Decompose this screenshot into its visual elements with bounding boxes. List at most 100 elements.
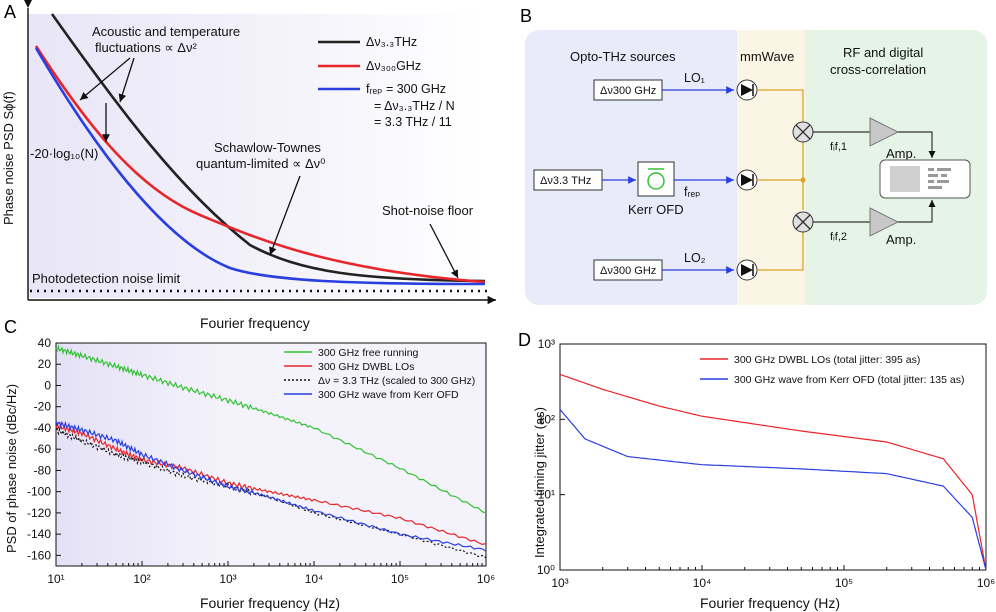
panel-b-label: B: [520, 6, 532, 26]
panel-c-label: C: [4, 317, 17, 337]
arrow-acoustic-1: [79, 57, 131, 101]
legend-label-1: 300 GHz DWBL LOs: [318, 361, 414, 373]
digitizer-icon: [879, 159, 971, 199]
photodiode-bottom-icon: [736, 259, 758, 281]
amp-top-label: Amp.: [886, 146, 916, 161]
annot-shot: Shot-noise floor: [382, 203, 474, 218]
legend-label-3.3thz: Δν₃.₃THz: [366, 35, 417, 49]
series-line-1: [55, 422, 487, 546]
panel-d: D 10³ 10⁴ 10⁵ 10⁶ 10³ 10² 10¹ 10⁰ 300 GHz DWBL …: [518, 330, 995, 611]
panel-d-xlabel: Fourier frequency (Hz): [700, 595, 840, 611]
panel-c: C 10¹ 10² 10³ 10⁴ 10⁵ 10⁶ 40 20 0 -20 -40 -60 -80 -10…: [4, 317, 495, 611]
x-tick-label: 10⁶: [477, 572, 495, 586]
x-tick-label: 10⁴: [305, 572, 324, 586]
mixer-top-icon: [792, 121, 814, 143]
legend-label-1: 300 GHz wave from Kerr OFD (total jitter…: [734, 374, 965, 386]
y-tick-label: 10⁰: [537, 563, 555, 577]
kerr-ofd-label: Kerr OFD: [628, 202, 684, 217]
band-low: [56, 343, 226, 566]
frep-label: fᵣₑₚ: [684, 185, 700, 199]
kerr-ofd-box: [637, 161, 675, 197]
annot-schawlow-line1: Schawlow-Townes: [214, 140, 321, 155]
amp-bottom-label: Amp.: [886, 232, 916, 247]
photodiode-mid-icon: [736, 169, 758, 191]
panel-b: B Opto-THz sources mmWave RF and digital…: [520, 6, 987, 305]
panel-c-ylabel: PSD of phase noise (dBc/Hz): [4, 384, 19, 553]
fif1-label: fᵢf,1: [830, 141, 847, 153]
amplifier-bottom-icon: [869, 207, 900, 237]
x-tick-label: 10⁶: [977, 576, 995, 590]
panel-c-ticks: 10¹ 10² 10³ 10⁴ 10⁵ 10⁶ 40 20 0 -20 -40 -60 -80 -100 -…: [27, 336, 495, 586]
panel-d-ticks: 10³ 10⁴ 10⁵ 10⁶ 10³ 10² 10¹ 10⁰: [537, 337, 995, 590]
box-lo-top-label: Δν300 GHz: [600, 85, 656, 97]
y-tick-label: 40: [38, 336, 52, 350]
arrow-acoustic-2: [118, 57, 135, 103]
x-tick-label: 10⁴: [693, 576, 712, 590]
legend-label-0: 300 GHz free running: [318, 347, 419, 359]
x-tick-label: 10⁵: [835, 576, 853, 590]
header-rf-2: cross-correlation: [830, 62, 926, 77]
y-tick-label: 0: [44, 378, 51, 392]
legend-eq-2: = 3.3 THz / 11: [374, 115, 452, 129]
y-tick-label: -60: [34, 442, 52, 456]
annot-acoustic-line2: fluctuations ∝ Δν²: [95, 40, 197, 55]
legend-label-frep: fᵣₑₚ = 300 GHz: [366, 82, 446, 96]
legend-eq-1: = Δν₃.₃THz / N: [374, 99, 455, 113]
y-tick-label: -20: [34, 400, 52, 414]
y-tick-label: 10³: [538, 337, 555, 351]
series-line-3: [55, 420, 487, 552]
arrow-shot: [429, 223, 459, 279]
y-tick-label: 10²: [538, 412, 555, 426]
panel-a-curve-3.3thz: [50, 13, 486, 283]
panel-c-frame: [55, 342, 487, 567]
panel-d-lines: [559, 373, 987, 571]
panel-a-curve-300ghz: [34, 45, 486, 284]
series-line-0: [55, 344, 487, 514]
x-tick-label: 10³: [219, 572, 236, 586]
legend-label-0: 300 GHz DWBL LOs (total jitter: 395 as): [734, 354, 920, 366]
amp-bottom-to-scope: [898, 200, 936, 223]
band-high: [226, 343, 486, 566]
panel-d-label: D: [518, 330, 531, 350]
panel-a-xlabel: Fourier frequency: [200, 315, 310, 331]
box-lo-bottom-label: Δν300 GHz: [600, 265, 656, 277]
series-line-0: [559, 373, 987, 571]
panel-c-legend: 300 GHz free running 300 GHz DWBL LOs Δν =…: [284, 347, 475, 401]
panel-a-label: A: [4, 2, 16, 22]
header-sources: Opto-THz sources: [570, 49, 676, 64]
mmwave-top: [757, 89, 804, 122]
lo2-label: LO₂: [684, 251, 706, 265]
panel-a-background: [28, 14, 488, 298]
panel-c-xlabel: Fourier frequency (Hz): [200, 595, 340, 611]
amplifier-top-icon: [869, 117, 900, 147]
arrow-schawlow: [269, 175, 301, 256]
photodiode-top-icon: [736, 79, 758, 101]
y-tick-label: -80: [34, 463, 52, 477]
y-tick-label: 20: [38, 357, 52, 371]
y-tick-label: 10¹: [538, 488, 555, 502]
legend-label-2: Δν = 3.3 THz (scaled to 300 GHz): [318, 375, 475, 387]
annot-acoustic-line1: Acoustic and temperature: [92, 24, 240, 39]
panel-d-legend: 300 GHz DWBL LOs (total jitter: 395 as) 3…: [700, 354, 965, 386]
box-mid-label: Δν3.3 THz: [540, 175, 591, 187]
panel-d-ylabel: Integrated timing jitter (as): [532, 407, 547, 558]
panel-a: A Phase noise PSD Sϕ(f) Fourier frequenc…: [1, 0, 496, 331]
x-tick-label: 10⁵: [391, 572, 409, 586]
legend-label-300ghz: Δν₃₀₀GHz: [366, 59, 421, 73]
amp-top-to-scope: [898, 131, 936, 158]
junction-dot: [800, 177, 806, 183]
microresonator-icon: [647, 172, 665, 190]
header-mmwave: mmWave: [740, 49, 794, 64]
fif2-label: fᵢf,2: [830, 231, 847, 243]
mixer-bottom-icon: [792, 211, 814, 233]
y-tick-label: -120: [27, 506, 51, 520]
mmwave-bottom: [757, 232, 804, 271]
x-tick-label: 10²: [133, 572, 150, 586]
annot-photodetection: Photodetection noise limit: [32, 271, 181, 286]
annot-schawlow-line2: quantum-limited ∝ Δν⁰: [196, 156, 325, 171]
region-mmwave: [737, 30, 805, 305]
x-tick-label: 10¹: [47, 572, 64, 586]
y-tick-label: -100: [27, 485, 51, 499]
legend-label-3: 300 GHz wave from Kerr OFD: [318, 389, 459, 401]
